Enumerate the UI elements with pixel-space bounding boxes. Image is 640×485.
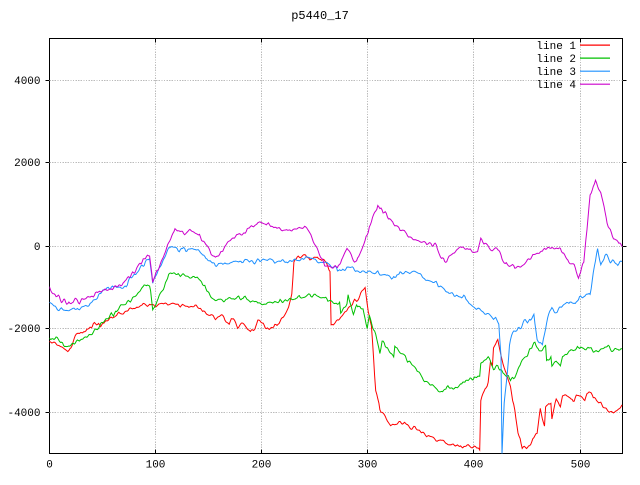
svg-text:line 3: line 3 (536, 67, 576, 79)
svg-text:4000: 4000 (14, 76, 40, 88)
svg-text:-2000: -2000 (7, 324, 40, 336)
svg-text:2000: 2000 (14, 158, 40, 170)
svg-text:line 1: line 1 (536, 41, 576, 53)
svg-text:0: 0 (46, 460, 53, 472)
svg-text:0: 0 (34, 242, 41, 254)
svg-text:400: 400 (464, 460, 484, 472)
svg-text:300: 300 (358, 460, 378, 472)
svg-text:line 4: line 4 (536, 80, 576, 92)
svg-text:100: 100 (146, 460, 166, 472)
svg-text:200: 200 (252, 460, 272, 472)
svg-text:500: 500 (571, 460, 591, 472)
svg-text:-4000: -4000 (7, 408, 40, 420)
svg-text:line 2: line 2 (536, 54, 576, 66)
